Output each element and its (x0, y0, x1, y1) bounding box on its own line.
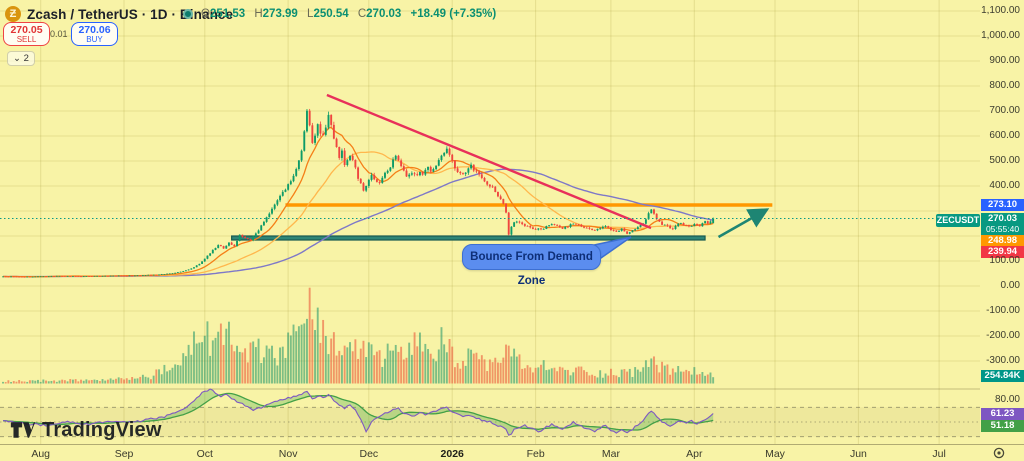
time-scale-label[interactable]: Mar (601, 448, 620, 460)
tradingview-brand-text: TradingView (42, 418, 162, 441)
price-scale-label[interactable]: 400.00 (989, 180, 1020, 191)
ma-mid-price-tag[interactable]: 248.98 (981, 234, 1024, 247)
bar-countdown: 05:55:40 (985, 223, 1020, 234)
last-price: 270.03 (987, 212, 1018, 224)
rsi-ma-value-tag[interactable]: 51.18 (981, 419, 1024, 432)
spread-value: 0.01 (50, 29, 68, 39)
ma-slow-price-tag[interactable]: 273.10 (981, 198, 1024, 211)
symbol-tag[interactable]: ZECUSDT (936, 213, 980, 227)
buy-label: BUY (86, 35, 103, 44)
volume-bars (2, 287, 715, 384)
descending-trendline (326, 93, 652, 230)
time-scale-label[interactable]: Nov (278, 448, 298, 460)
rsi-scale-label[interactable]: 80.00 (994, 394, 1020, 405)
breakout-arrow (717, 208, 770, 239)
time-scale-label[interactable]: Oct (196, 448, 213, 460)
last-price-tag[interactable]: 270.03 05:55:40 (981, 212, 1024, 235)
price-scale-label[interactable]: 1,100.00 (981, 5, 1020, 16)
buy-price: 270.06 (78, 24, 111, 36)
time-scale-label[interactable]: Feb (526, 448, 545, 460)
rsi-value-tag[interactable]: 61.23 (981, 407, 1024, 420)
low-key: L (307, 8, 314, 20)
price-scale-label[interactable]: 100.00 (989, 255, 1020, 266)
price-scale-label[interactable]: 900.00 (989, 55, 1020, 66)
open-value: 251.53 (209, 8, 246, 20)
high-value: 273.99 (262, 8, 298, 20)
tradingview-logo-icon (10, 422, 36, 438)
rsi-pane (0, 388, 980, 438)
symbol-title[interactable]: Zcash / TetherUS · 1D · Binance (27, 7, 234, 22)
time-scale-label[interactable]: 2026 (440, 448, 464, 460)
change-value: +18.49 (+7.35%) (410, 8, 497, 20)
volume-value-tag[interactable]: 254.84K (981, 370, 1024, 382)
collapsed-indicators-toggle[interactable]: ⌄ 2 (7, 51, 35, 66)
time-scale-label[interactable]: Apr (686, 448, 703, 460)
market-status-icon[interactable] (183, 9, 193, 19)
timezone-settings-icon[interactable] (992, 446, 1006, 460)
price-scale-label[interactable]: 600.00 (989, 130, 1020, 141)
demand-zone-line (231, 235, 706, 241)
price-scale-label[interactable]: -200.00 (986, 330, 1020, 341)
sell-button[interactable]: 270.05 SELL (3, 22, 50, 46)
time-scale-label[interactable]: Jun (849, 448, 867, 460)
high-key: H (254, 8, 263, 20)
price-scale-label[interactable]: 0.00 (1000, 280, 1020, 291)
sell-label: SELL (16, 35, 37, 44)
time-scale-label[interactable]: May (765, 448, 785, 460)
price-scale-label[interactable]: 800.00 (989, 80, 1020, 91)
close-value: 270.03 (366, 8, 402, 20)
time-scale-label[interactable]: Dec (359, 448, 379, 460)
price-scale-label[interactable]: 700.00 (989, 105, 1020, 116)
buy-button[interactable]: 270.06 BUY (71, 22, 118, 46)
time-scale-label[interactable]: Aug (31, 448, 50, 460)
ma-fast-price-tag[interactable]: 239.94 (981, 246, 1024, 258)
sell-price: 270.05 (10, 24, 43, 36)
tradingview-watermark: TradingView (10, 417, 162, 443)
time-scale-label[interactable]: Jul (932, 448, 946, 460)
candlesticks (2, 108, 715, 278)
ohlc-readout: O251.53 H273.99 L250.54 C270.03 +18.49 (… (201, 8, 496, 20)
price-scale-label[interactable]: -300.00 (986, 355, 1020, 366)
callout-bubble[interactable]: Bounce From Demand Zone (462, 244, 601, 287)
close-key: C (357, 8, 367, 20)
price-scale-label[interactable]: 500.00 (989, 155, 1020, 166)
price-scale-label[interactable]: -100.00 (986, 305, 1020, 316)
price-scale-label[interactable]: 1,000.00 (981, 30, 1020, 41)
open-key: O (201, 8, 210, 20)
low-value: 250.54 (313, 8, 349, 20)
zcash-logo-icon: Ƶ (5, 6, 21, 22)
time-scale-label[interactable]: Sep (114, 448, 134, 460)
